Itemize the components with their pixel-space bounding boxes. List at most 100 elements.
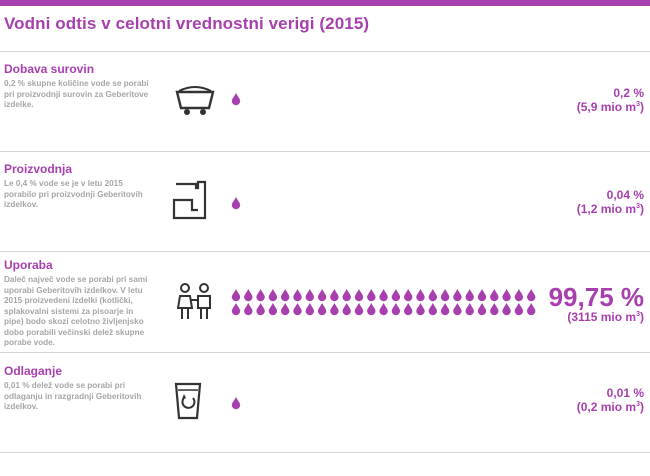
volume-text: (3115 mio m <box>567 310 637 324</box>
water-drop <box>231 303 241 316</box>
water-drop <box>367 289 376 302</box>
water-drop <box>428 289 437 302</box>
row-value: 0,04 % <box>606 188 644 202</box>
water-drop <box>514 289 524 302</box>
water-drop <box>281 303 290 316</box>
water-drop <box>379 289 388 302</box>
divider-3 <box>0 352 650 353</box>
drops-container <box>231 397 241 410</box>
water-drop <box>317 303 327 316</box>
water-drop <box>330 289 339 302</box>
volume-close: ) <box>640 310 644 324</box>
row-label: Uporaba <box>4 258 53 272</box>
row-label: Dobava surovin <box>4 62 95 76</box>
row-dobava-surovin: Dobava surovin 0,2 % skupne količine vod… <box>0 62 650 150</box>
water-drop <box>342 303 351 316</box>
water-drop <box>293 289 302 302</box>
row-value: 0,01 % <box>606 386 644 400</box>
people-icon <box>176 283 211 319</box>
mine-cart-icon <box>175 86 215 115</box>
volume-superscript: 3 <box>636 401 640 408</box>
water-drop <box>367 303 376 316</box>
volume-superscript: 3 <box>636 203 640 210</box>
volume-close: ) <box>640 100 644 114</box>
water-drop <box>244 303 253 316</box>
volume-superscript: 3 <box>636 311 640 318</box>
water-drop <box>231 397 241 410</box>
water-drop <box>416 289 425 302</box>
row-description: 0,01 % delež vode se porabi pri odlaganj… <box>4 381 142 411</box>
row-volume: (1,2 mio m3) <box>577 202 644 216</box>
water-drop <box>490 303 499 316</box>
water-drop <box>502 289 511 302</box>
row-volume: (3115 mio m3) <box>567 310 644 324</box>
top-accent-bar <box>0 0 650 6</box>
volume-text: (1,2 mio m <box>576 202 637 216</box>
water-drop <box>514 303 524 316</box>
divider-top <box>0 51 650 52</box>
row-volume: (5,9 mio m3) <box>577 100 644 114</box>
drops-container <box>231 289 536 316</box>
water-drop <box>305 303 314 316</box>
water-drop <box>404 303 413 316</box>
volume-text: (0,2 mio m <box>576 400 637 414</box>
water-drop <box>317 289 327 302</box>
recycle-bin-icon <box>174 382 202 420</box>
row-description: 0,2 % skupne količine vode se porabi pri… <box>4 79 149 109</box>
volume-close: ) <box>640 400 644 414</box>
water-drop <box>354 303 364 316</box>
row-description: Daleč največ vode se porabi pri sami upo… <box>4 275 148 347</box>
water-drop <box>477 303 487 316</box>
water-drop <box>502 303 511 316</box>
row-odlaganje: Odlaganje 0,01 % delež vode se porabi pr… <box>0 364 650 452</box>
chart-title: Vodni odtis v celotni vrednostni verigi … <box>4 14 370 33</box>
water-drop <box>527 289 536 302</box>
divider-2 <box>0 251 650 252</box>
water-drop <box>453 289 462 302</box>
drops-container <box>231 93 241 106</box>
water-drop <box>305 289 314 302</box>
row-volume: (0,2 mio m3) <box>577 400 644 414</box>
water-drop <box>268 289 278 302</box>
water-drop <box>379 303 388 316</box>
water-drop <box>465 303 474 316</box>
water-drop <box>231 289 241 302</box>
volume-superscript: 3 <box>636 101 640 108</box>
row-description: Le 0,4 % vode se je v letu 2015 porabilo… <box>4 179 143 209</box>
water-drop <box>428 303 437 316</box>
row-value: 99,75 % <box>548 282 644 312</box>
factory-machine-icon <box>172 180 207 220</box>
water-drop <box>330 303 339 316</box>
water-drop <box>465 289 474 302</box>
water-drop <box>477 289 487 302</box>
water-drop <box>256 303 265 316</box>
water-drop <box>281 289 290 302</box>
volume-text: (5,9 mio m <box>576 100 637 114</box>
water-drop <box>416 303 425 316</box>
water-drop <box>391 289 401 302</box>
row-label: Odlaganje <box>4 364 63 378</box>
volume-close: ) <box>640 202 644 216</box>
water-drop <box>293 303 302 316</box>
divider-bottom <box>0 452 650 453</box>
row-uporaba: Uporaba Daleč največ vode se porabi pri … <box>0 258 650 352</box>
water-drop <box>440 303 450 316</box>
water-drop <box>453 303 462 316</box>
drops-container <box>231 197 241 210</box>
row-label: Proizvodnja <box>4 162 73 176</box>
water-drop <box>391 303 401 316</box>
water-drop <box>490 289 499 302</box>
water-drop <box>354 289 364 302</box>
row-proizvodnja: Proizvodnja Le 0,4 % vode se je v letu 2… <box>0 162 650 250</box>
water-drop <box>527 303 536 316</box>
water-drop <box>231 93 241 106</box>
water-drop <box>244 289 253 302</box>
water-drop <box>268 303 278 316</box>
row-value: 0,2 % <box>613 86 644 100</box>
water-drop <box>256 289 265 302</box>
water-drop <box>231 197 241 210</box>
water-drop <box>342 289 351 302</box>
divider-1 <box>0 151 650 152</box>
water-drop <box>404 289 413 302</box>
water-drop <box>440 289 450 302</box>
